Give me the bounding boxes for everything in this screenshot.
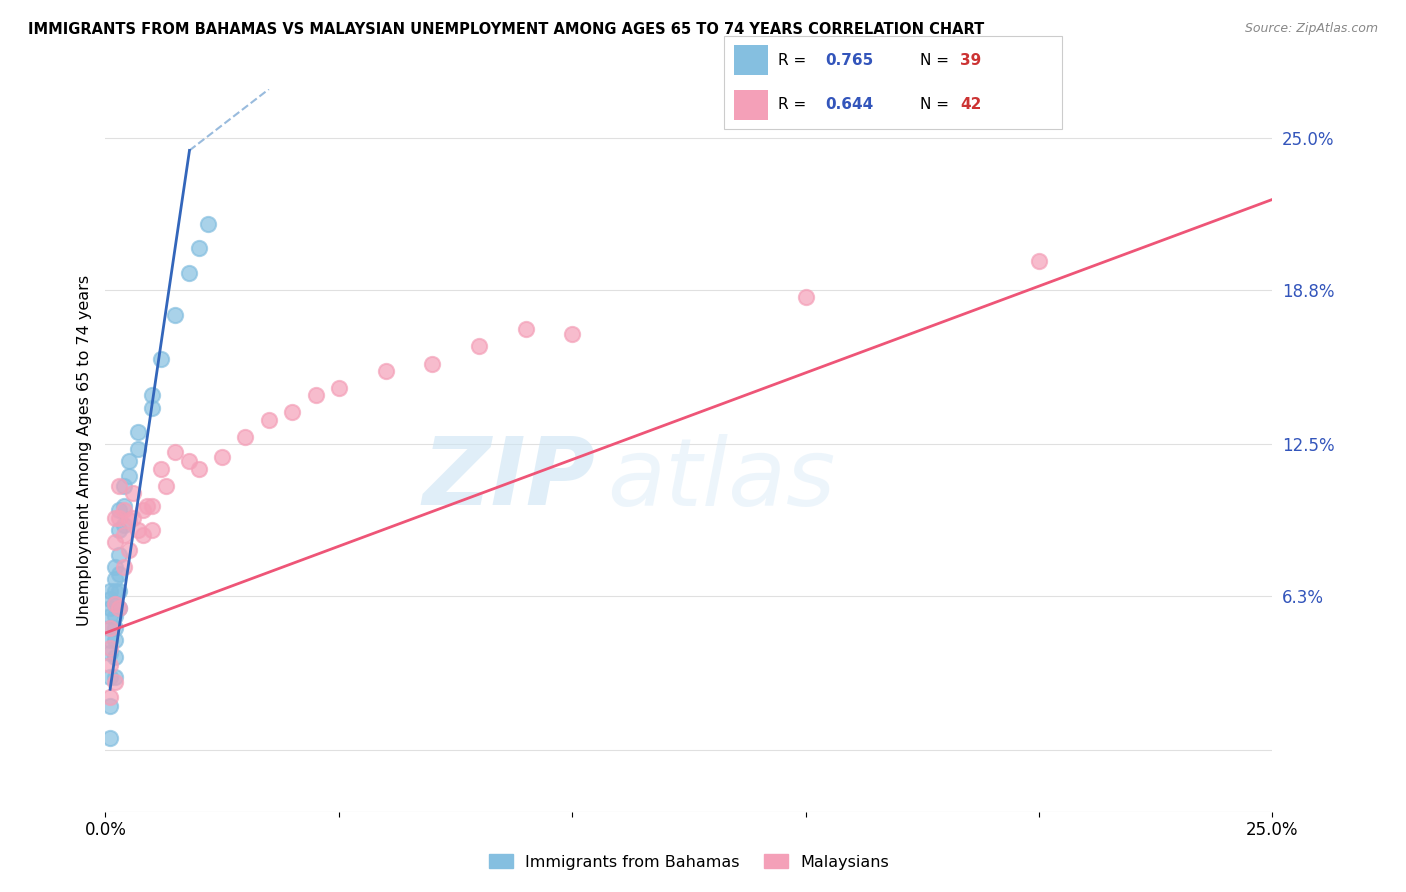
Point	[104, 674, 127, 689]
Point	[122, 486, 145, 500]
Point	[118, 454, 141, 468]
Point	[179, 266, 201, 280]
Text: R =: R =	[778, 53, 811, 68]
Point	[420, 357, 443, 371]
Point	[98, 646, 121, 660]
Point	[127, 523, 149, 537]
Point	[108, 601, 131, 615]
Point	[187, 462, 209, 476]
Point	[122, 511, 145, 525]
Point	[108, 479, 131, 493]
Point	[108, 567, 131, 582]
Point	[304, 388, 326, 402]
Point	[98, 633, 121, 648]
Point	[104, 584, 127, 599]
Point	[127, 425, 149, 439]
Point	[141, 499, 163, 513]
Point	[104, 670, 127, 684]
Point	[98, 608, 121, 623]
Point	[141, 523, 163, 537]
Point	[108, 511, 131, 525]
Text: atlas: atlas	[607, 434, 835, 524]
Point	[165, 308, 187, 322]
Text: 42: 42	[960, 97, 981, 112]
Text: 0.644: 0.644	[825, 97, 873, 112]
Point	[136, 499, 159, 513]
Point	[98, 731, 121, 746]
Point	[104, 633, 127, 648]
Point	[98, 690, 121, 704]
Point	[235, 430, 257, 444]
Text: N =: N =	[920, 53, 953, 68]
Point	[104, 597, 127, 611]
Point	[108, 523, 131, 537]
Point	[118, 542, 141, 557]
Point	[118, 513, 141, 527]
Point	[98, 601, 121, 615]
Point	[112, 528, 135, 542]
Text: 39: 39	[960, 53, 981, 68]
Point	[98, 699, 121, 714]
FancyBboxPatch shape	[724, 36, 1062, 129]
Point	[104, 511, 127, 525]
Point	[104, 572, 127, 586]
Point	[98, 621, 121, 635]
Point	[104, 650, 127, 665]
Point	[112, 559, 135, 574]
Point	[197, 217, 219, 231]
Point	[104, 559, 127, 574]
Point	[561, 327, 583, 342]
Text: R =: R =	[778, 97, 811, 112]
Point	[257, 413, 280, 427]
Point	[98, 640, 121, 655]
Text: IMMIGRANTS FROM BAHAMAS VS MALAYSIAN UNEMPLOYMENT AMONG AGES 65 TO 74 YEARS CORR: IMMIGRANTS FROM BAHAMAS VS MALAYSIAN UNE…	[28, 22, 984, 37]
Point	[794, 290, 817, 304]
Text: ZIP: ZIP	[423, 434, 596, 525]
Point	[179, 454, 201, 468]
Point	[108, 584, 131, 599]
Point	[112, 479, 135, 493]
Point	[132, 503, 155, 517]
Point	[328, 381, 350, 395]
Point	[1028, 253, 1050, 268]
Legend: Immigrants from Bahamas, Malaysians: Immigrants from Bahamas, Malaysians	[482, 847, 896, 876]
Point	[118, 469, 141, 483]
Point	[104, 597, 127, 611]
Point	[141, 401, 163, 415]
Text: Source: ZipAtlas.com: Source: ZipAtlas.com	[1244, 22, 1378, 36]
Point	[108, 601, 131, 615]
Point	[141, 388, 163, 402]
Point	[112, 518, 135, 533]
Y-axis label: Unemployment Among Ages 65 to 74 years: Unemployment Among Ages 65 to 74 years	[76, 275, 91, 626]
Point	[150, 462, 173, 476]
Point	[104, 535, 127, 549]
Point	[98, 670, 121, 684]
Point	[281, 405, 304, 419]
Point	[104, 621, 127, 635]
Text: N =: N =	[920, 97, 953, 112]
Point	[150, 351, 173, 366]
FancyBboxPatch shape	[734, 45, 768, 75]
Point	[98, 621, 121, 635]
Text: 0.765: 0.765	[825, 53, 873, 68]
Point	[155, 479, 177, 493]
Point	[127, 442, 149, 457]
Point	[108, 503, 131, 517]
Point	[98, 591, 121, 606]
Point	[98, 584, 121, 599]
Point	[165, 444, 187, 458]
Point	[98, 657, 121, 672]
Point	[104, 608, 127, 623]
Point	[112, 499, 135, 513]
FancyBboxPatch shape	[734, 90, 768, 120]
Point	[108, 548, 131, 562]
Point	[112, 503, 135, 517]
Point	[187, 241, 209, 255]
Point	[132, 528, 155, 542]
Point	[515, 322, 537, 336]
Point	[211, 450, 233, 464]
Point	[468, 339, 491, 353]
Point	[374, 364, 396, 378]
